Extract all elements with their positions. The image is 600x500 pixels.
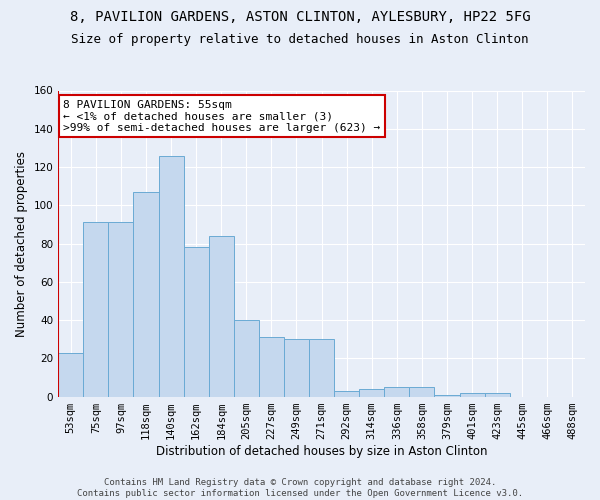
Bar [133, 192, 158, 396]
Bar [209, 236, 234, 396]
Bar [334, 391, 359, 396]
Bar [460, 393, 485, 396]
Bar [359, 389, 385, 396]
Bar [58, 352, 83, 397]
Bar [284, 339, 309, 396]
Bar [259, 338, 284, 396]
Bar [184, 248, 209, 396]
Bar [309, 339, 334, 396]
Text: Size of property relative to detached houses in Aston Clinton: Size of property relative to detached ho… [71, 32, 529, 46]
Bar [409, 387, 434, 396]
Y-axis label: Number of detached properties: Number of detached properties [15, 150, 28, 336]
Text: 8 PAVILION GARDENS: 55sqm
← <1% of detached houses are smaller (3)
>99% of semi-: 8 PAVILION GARDENS: 55sqm ← <1% of detac… [64, 100, 380, 133]
X-axis label: Distribution of detached houses by size in Aston Clinton: Distribution of detached houses by size … [156, 444, 487, 458]
Bar [158, 156, 184, 396]
Bar [83, 222, 109, 396]
Bar [234, 320, 259, 396]
Text: 8, PAVILION GARDENS, ASTON CLINTON, AYLESBURY, HP22 5FG: 8, PAVILION GARDENS, ASTON CLINTON, AYLE… [70, 10, 530, 24]
Bar [109, 222, 133, 396]
Bar [385, 387, 409, 396]
Text: Contains HM Land Registry data © Crown copyright and database right 2024.
Contai: Contains HM Land Registry data © Crown c… [77, 478, 523, 498]
Bar [485, 393, 510, 396]
Bar [434, 394, 460, 396]
